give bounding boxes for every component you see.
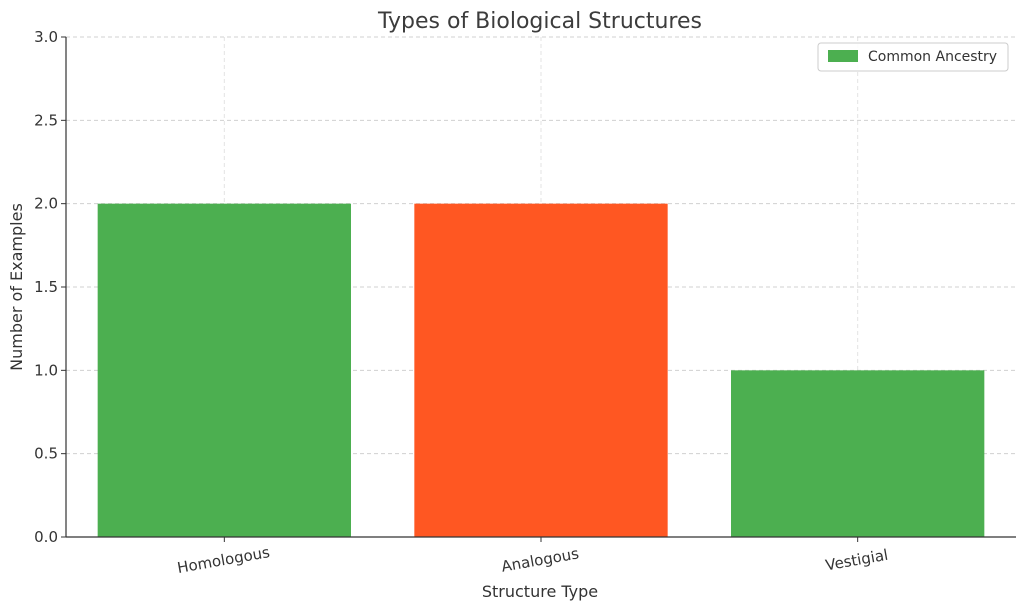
y-tick-label: 1.0 bbox=[34, 361, 58, 379]
x-tick-labels: Homologous Analogous Vestigial bbox=[176, 543, 890, 577]
x-tick-label: Vestigial bbox=[824, 546, 889, 575]
y-tick-label: 0.0 bbox=[34, 528, 58, 546]
bars bbox=[97, 203, 985, 537]
chart-title: Types of Biological Structures bbox=[377, 9, 702, 34]
bar bbox=[97, 203, 352, 537]
axes bbox=[61, 36, 1016, 542]
bar bbox=[731, 370, 985, 537]
legend-box bbox=[817, 42, 1009, 72]
y-tick-label: 1.5 bbox=[34, 278, 58, 296]
x-tick-label: Analogous bbox=[500, 544, 580, 575]
y-tick-label: 2.5 bbox=[34, 111, 58, 129]
legend-label: Common Ancestry bbox=[868, 49, 997, 65]
y-tick-label: 0.5 bbox=[34, 445, 58, 463]
y-tick-label: 3.0 bbox=[34, 28, 58, 46]
x-tick-label: Homologous bbox=[176, 543, 271, 577]
y-tick-label: 2.0 bbox=[34, 195, 58, 213]
y-tick-labels: 0.0 0.5 1.0 1.5 2.0 2.5 3.0 bbox=[34, 28, 58, 546]
legend-swatch bbox=[828, 50, 858, 62]
x-axis-label: Structure Type bbox=[482, 582, 598, 601]
legend: Common Ancestry bbox=[817, 42, 1009, 72]
bar bbox=[414, 203, 668, 537]
y-axis-label: Number of Examples bbox=[7, 203, 26, 371]
